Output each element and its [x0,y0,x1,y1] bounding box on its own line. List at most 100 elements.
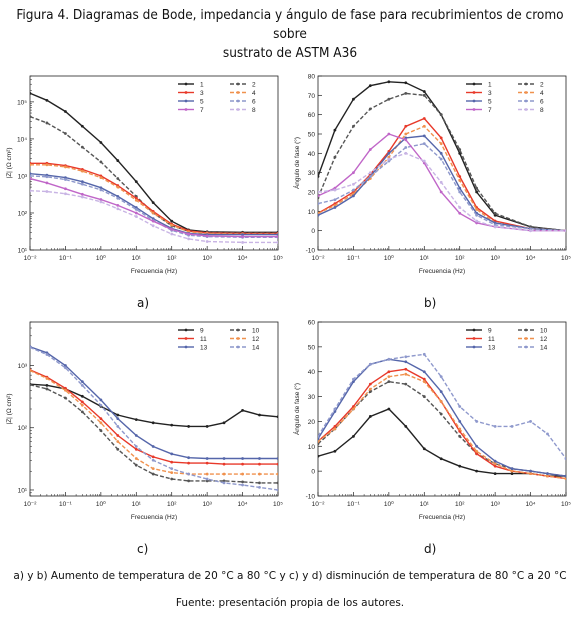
y-tick-label: 10² [18,425,28,432]
series-7-point [241,235,244,239]
y-tick-label: 20 [308,419,316,426]
legend-label-11: 11 [488,336,495,343]
legend-marker-3 [472,91,476,94]
series-14-point [510,425,514,428]
series-14-point [546,432,549,436]
series-14-point [222,481,226,485]
series-14-point [205,477,209,481]
x-axis-label: Frecuencia (Hz) [131,514,177,521]
y-tick-label: 80 [308,74,316,81]
series-6-point [30,174,32,178]
plot-area [30,345,278,492]
series-12-point [352,407,355,411]
series-12-point [475,449,479,453]
plot-area [318,352,566,480]
chart-d: 10⁻² 10⁻¹ 10⁰ 10¹ 10² 10³ 10⁴ 10⁵ -10 0 10 20 30 40 50… [292,318,574,533]
series-10-point [404,382,408,386]
series-11-line [30,369,278,465]
series-9-point [222,421,226,425]
series-6-point [529,227,532,231]
series-14-point [564,457,566,461]
series-8-point [564,229,566,233]
series-2-point [422,93,426,97]
series-5-point [352,194,355,198]
series-10-point [241,480,244,484]
series-2-point [387,97,391,101]
series-14-point [352,377,355,381]
series-9-point [458,464,462,468]
series-6-point [458,190,462,194]
legend-marker-7 [184,108,188,111]
legend-label-1: 1 [488,81,492,88]
series-10-point [187,479,191,483]
series-7-point [276,235,278,239]
series-12-point [45,377,49,380]
series-1-point [80,124,84,128]
y-tick-label: 10³ [18,363,28,370]
series-12-point [134,457,138,460]
legend-label-2: 2 [252,81,256,88]
series-4-point [116,185,120,189]
series-7-point [422,161,426,165]
y-tick-label: 30 [308,170,316,177]
panel-label-d: d) [424,542,437,556]
series-11-point [80,400,84,404]
x-tick-label: 10¹ [132,501,142,508]
series-11-point [187,461,191,465]
legend-marker-8 [524,108,528,111]
legend-label-8: 8 [252,107,256,114]
series-12-point [80,403,84,407]
series-13-point [80,380,84,384]
series-9-point [151,421,155,425]
series-1-point [134,180,138,184]
series-4-point [170,223,174,227]
series-10-point [116,447,120,451]
legend-label-9: 9 [488,327,492,334]
series-9-point [45,383,49,387]
series-2-point [475,186,479,190]
series-11-point [276,462,278,466]
series-11-point [368,382,372,386]
series-5-point [30,172,32,176]
legend-marker-9 [472,328,476,332]
series-7-point [318,194,320,198]
series-6-point [475,213,479,217]
series-2-point [493,211,497,215]
series-10-point [64,396,67,400]
series-14-point [439,375,443,379]
series-2-point [352,124,355,128]
series-10-point [99,429,103,432]
series-12-point [529,472,532,476]
legend-marker-2 [524,82,528,86]
legend-marker-1 [472,82,476,86]
x-tick-label: 10⁻² [24,501,38,508]
series-5-point [387,151,391,155]
series-1-point [422,90,426,93]
series-4-point [99,176,103,180]
x-tick-label: 10⁵ [561,501,571,508]
series-6-line [318,142,566,232]
series-13-point [222,457,226,460]
legend-marker-7 [472,108,476,111]
y-axis-label: Ángulo de fase (°) [292,383,301,435]
series-12-point [387,375,391,379]
legend-marker-2 [236,82,240,86]
legend-label-6: 6 [540,98,544,105]
series-7-point [99,198,103,201]
y-tick-label: 50 [308,344,316,351]
x-tick-label: 10³ [202,255,212,262]
series-11-point [241,462,244,466]
series-13-point [352,380,355,384]
series-14-point [458,405,462,408]
legend-label-7: 7 [488,107,492,114]
y-tick-label: -10 [306,494,316,501]
series-7-point [475,221,479,225]
series-1-point [45,98,49,102]
series-1-point [170,219,174,223]
series-8-point [151,224,155,228]
series-6-point [404,146,408,149]
y-tick-label: 40 [308,151,316,158]
series-11-point [333,425,337,428]
series-4-point [422,124,426,128]
x-tick-label: 10³ [490,501,500,508]
